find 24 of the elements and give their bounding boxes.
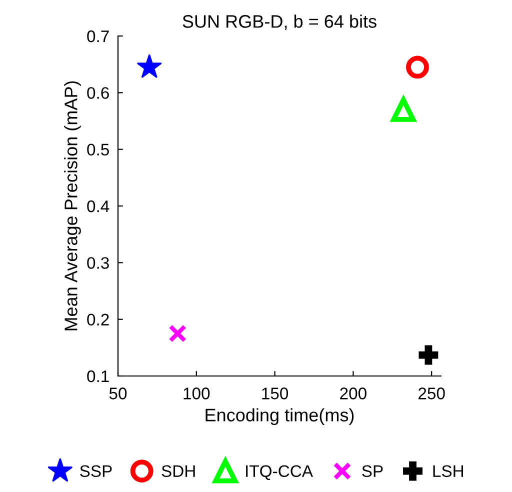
- x-axis-title: Encoding time(ms): [206, 408, 354, 426]
- y-tick-label: 0.1: [87, 370, 109, 382]
- y-tick-label: 0.2: [87, 314, 109, 326]
- x-tick-label: 150: [262, 388, 288, 400]
- legend-label: ITQ-CCA: [246, 465, 313, 480]
- y-tick-label: 0.7: [87, 30, 109, 42]
- point: [136, 54, 162, 78]
- legend-label: LSH: [433, 465, 463, 478]
- chart-title: SUN RGB-D, b = 64 bits: [182, 14, 376, 30]
- x-tick-label: 250: [418, 388, 445, 400]
- legend-label: SSP: [80, 465, 112, 478]
- y-tick-label: 0.4: [87, 200, 110, 212]
- y-tick-label: 0.6: [87, 87, 109, 99]
- point: [406, 56, 429, 79]
- y-tick-label: 0.3: [87, 257, 109, 269]
- x-tick-label: 50: [109, 388, 127, 400]
- legend-label: SP: [362, 465, 383, 478]
- y-tick-label: 0.5: [87, 144, 109, 156]
- legend-label: SDH: [162, 465, 195, 478]
- point: [418, 345, 438, 365]
- x-tick-label: 100: [184, 388, 210, 400]
- x-tick-label: 200: [340, 388, 366, 400]
- point: [168, 324, 187, 343]
- y-axis-title: Mean Average Precision (mAP): [64, 81, 81, 330]
